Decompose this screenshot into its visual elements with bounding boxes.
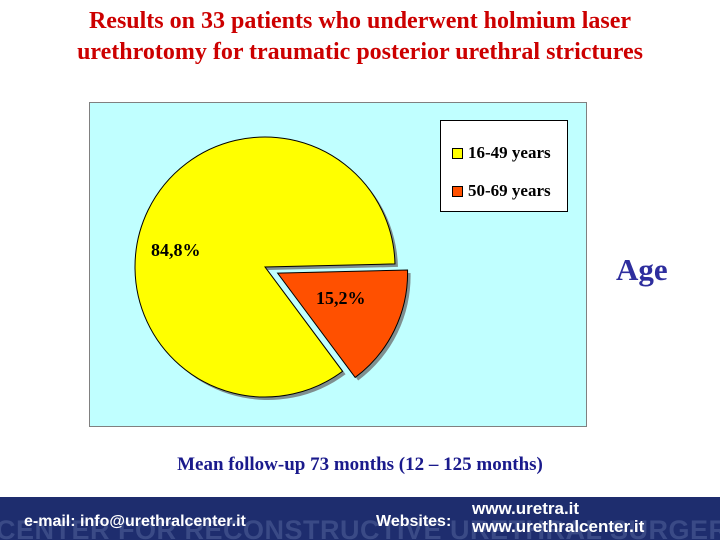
footer-site-1[interactable]: www.uretra.it [472, 499, 580, 518]
data-label-1: 84,8% [151, 240, 201, 260]
pie-chart [134, 136, 411, 400]
legend-swatch-1 [452, 147, 463, 159]
data-label-2: 15,2% [316, 288, 366, 308]
followup-note: Mean follow-up 73 months (12 – 125 month… [177, 454, 543, 475]
page-title: Results on 33 patients who underwent hol… [0, 6, 720, 68]
legend-item-2: 50-69 years [452, 181, 551, 201]
footer-watermark: CENTER FOR RECONSTRUCTIVE URETHRAL SURGE… [0, 515, 720, 540]
pie-slice-1 [134, 136, 396, 398]
footer-bar: CENTER FOR RECONSTRUCTIVE URETHRAL SURGE… [0, 497, 720, 540]
footer-email[interactable]: e-mail: info@urethralcenter.it [24, 513, 246, 530]
title-line-1: Results on 33 patients who underwent hol… [88, 8, 632, 34]
pie-slice-2 [276, 269, 409, 379]
legend-swatch-2 [452, 185, 463, 197]
footer-site-2[interactable]: www.urethralcenter.it [472, 517, 645, 536]
legend-label-1: 16-49 years [468, 143, 551, 162]
chart-area: 16-49 years 50-69 years 84,8% 15,2% [89, 102, 587, 427]
title-line-2: urethrotomy for traumatic posterior uret… [77, 39, 643, 65]
legend-label-2: 50-69 years [468, 181, 551, 200]
age-label: Age [616, 252, 668, 287]
chart-legend: 16-49 years 50-69 years [440, 120, 568, 212]
footer-websites-label: Websites: [376, 513, 452, 530]
legend-item-1: 16-49 years [452, 143, 551, 163]
